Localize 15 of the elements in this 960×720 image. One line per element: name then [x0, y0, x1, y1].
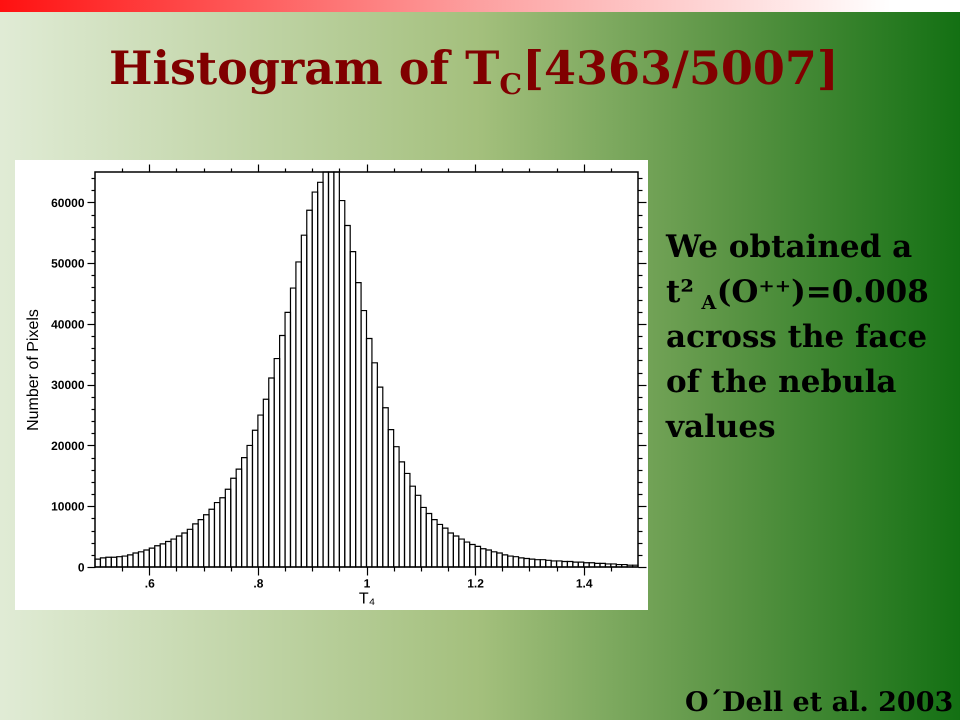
y-tick-label: 20000: [51, 438, 85, 453]
y-tick-label: 50000: [51, 256, 85, 271]
x-tick-label: .6: [144, 576, 156, 590]
y-tick-label: 0: [78, 560, 85, 574]
y-tick-label: 10000: [51, 500, 85, 514]
y-tick-label: 40000: [51, 317, 85, 332]
text: O´Dell et al. 2003: [685, 687, 954, 718]
y-axis-title: Number of Pixels: [25, 309, 42, 431]
x-tick-label: 1.4: [576, 576, 593, 590]
x-axis-title: T₄: [358, 590, 376, 608]
x-tick-label: 1: [364, 576, 371, 590]
x-tick-label: 1.2: [467, 576, 484, 590]
y-tick-label: 60000: [51, 196, 85, 210]
y-tick-label: 30000: [51, 378, 85, 392]
x-tick-label: .8: [253, 576, 264, 590]
